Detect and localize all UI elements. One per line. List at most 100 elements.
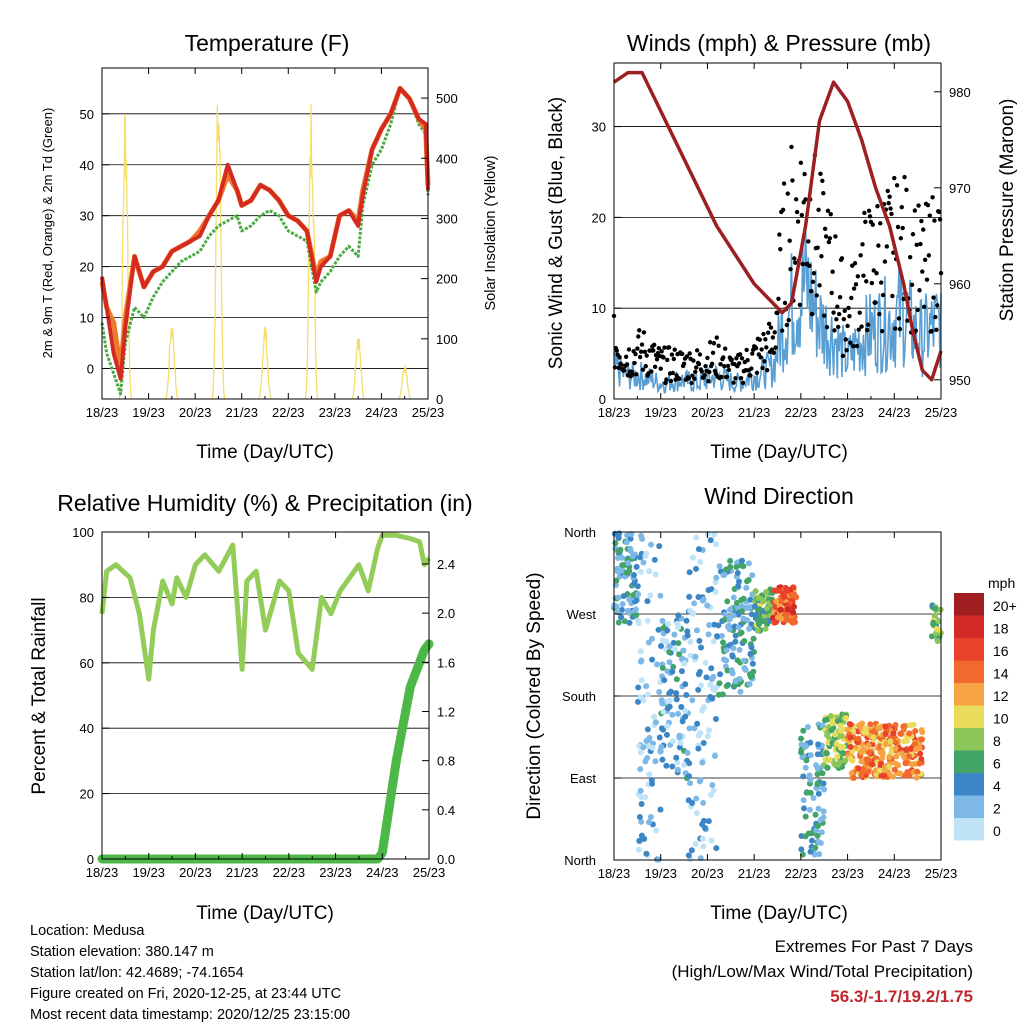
direction-point — [858, 770, 865, 777]
gust-point — [664, 377, 669, 382]
gust-point — [737, 352, 743, 357]
gust-point — [709, 361, 715, 367]
winds-xtick-label: 25/23 — [925, 405, 958, 420]
direction-point — [811, 851, 818, 858]
direction-point — [877, 760, 884, 767]
gust-point — [887, 194, 892, 199]
direction-point — [793, 594, 800, 601]
direction-point — [814, 765, 821, 772]
direction-point — [615, 619, 622, 626]
direction-point — [669, 711, 676, 718]
direction-point — [790, 609, 797, 616]
direction-point — [644, 691, 651, 698]
direction-xtick-label: 22/23 — [785, 866, 818, 881]
direction-point — [623, 539, 630, 546]
gust-point — [729, 357, 734, 362]
direction-point — [656, 734, 663, 741]
direction-point — [707, 792, 714, 799]
direction-point — [879, 755, 886, 762]
gust-point — [644, 353, 649, 358]
direction-point — [744, 578, 751, 585]
direction-point — [817, 816, 824, 823]
direction-point — [644, 726, 651, 733]
gust-point — [879, 329, 885, 334]
direction-point — [803, 757, 810, 764]
direction-point — [682, 707, 689, 714]
gust-point — [665, 357, 670, 363]
direction-point — [640, 697, 647, 704]
gust-point — [893, 326, 898, 331]
gust-point — [863, 219, 868, 224]
direction-point — [673, 676, 680, 683]
direction-point — [663, 731, 670, 738]
direction-xtick-label: 21/23 — [738, 866, 771, 881]
gust-point — [758, 355, 763, 360]
direction-point — [740, 615, 747, 622]
gust-point — [826, 239, 832, 245]
gust-point — [904, 187, 909, 193]
direction-point — [635, 591, 642, 598]
direction-point — [699, 759, 706, 766]
direction-point — [613, 577, 620, 584]
direction-point — [620, 593, 627, 600]
direction-point — [695, 594, 702, 601]
direction-point — [691, 725, 698, 732]
gust-point — [750, 351, 755, 356]
direction-point — [865, 768, 872, 775]
gust-point — [921, 227, 926, 232]
direction-point — [723, 566, 730, 573]
gust-point — [917, 288, 922, 293]
direction-point — [615, 548, 622, 555]
direction-point — [807, 830, 814, 837]
gust-point — [827, 236, 833, 241]
direction-point — [684, 632, 691, 639]
direction-point — [800, 797, 807, 804]
direction-point — [797, 749, 804, 756]
direction-point — [737, 688, 744, 695]
direction-point — [755, 595, 762, 602]
gust-point — [643, 363, 648, 369]
direction-point — [652, 719, 659, 726]
gust-point — [898, 236, 904, 241]
temperature-xtick-label: 25/23 — [412, 405, 445, 420]
direction-point — [712, 579, 719, 586]
direction-point — [625, 559, 632, 566]
direction-ytick-label: South — [562, 689, 596, 704]
direction-point — [638, 818, 645, 825]
wind-series — [613, 224, 942, 395]
direction-point — [671, 631, 678, 638]
gust-point — [817, 283, 822, 288]
gust-point — [803, 197, 808, 202]
direction-point — [664, 723, 671, 730]
gust-point — [836, 311, 842, 317]
direction-point — [686, 569, 693, 576]
gust-point — [616, 365, 621, 370]
gust-point — [768, 325, 774, 330]
direction-point — [706, 622, 713, 629]
colorbar-label: 4 — [993, 778, 1001, 794]
direction-point — [791, 603, 798, 610]
gust-point — [736, 361, 742, 366]
gust-point — [642, 349, 648, 355]
gust-point — [765, 367, 770, 373]
gust-point — [793, 197, 799, 202]
direction-point — [637, 648, 644, 655]
direction-point — [639, 535, 646, 542]
gust-point — [865, 322, 871, 327]
gust-point — [624, 362, 630, 367]
direction-point — [722, 616, 729, 623]
direction-point — [847, 755, 854, 762]
direction-point — [732, 678, 739, 685]
direction-point — [646, 568, 653, 575]
gust-point — [828, 211, 833, 217]
gust-point — [749, 366, 754, 371]
direction-point — [870, 734, 877, 741]
gust-point — [619, 362, 624, 367]
direction-point — [676, 651, 683, 658]
humidity-xtick-label: 18/23 — [86, 865, 119, 880]
gust-point — [702, 372, 707, 378]
direction-point — [727, 557, 734, 564]
humidity-xtick-label: 24/23 — [366, 865, 399, 880]
direction-point — [760, 598, 767, 605]
gust-point — [638, 349, 644, 354]
